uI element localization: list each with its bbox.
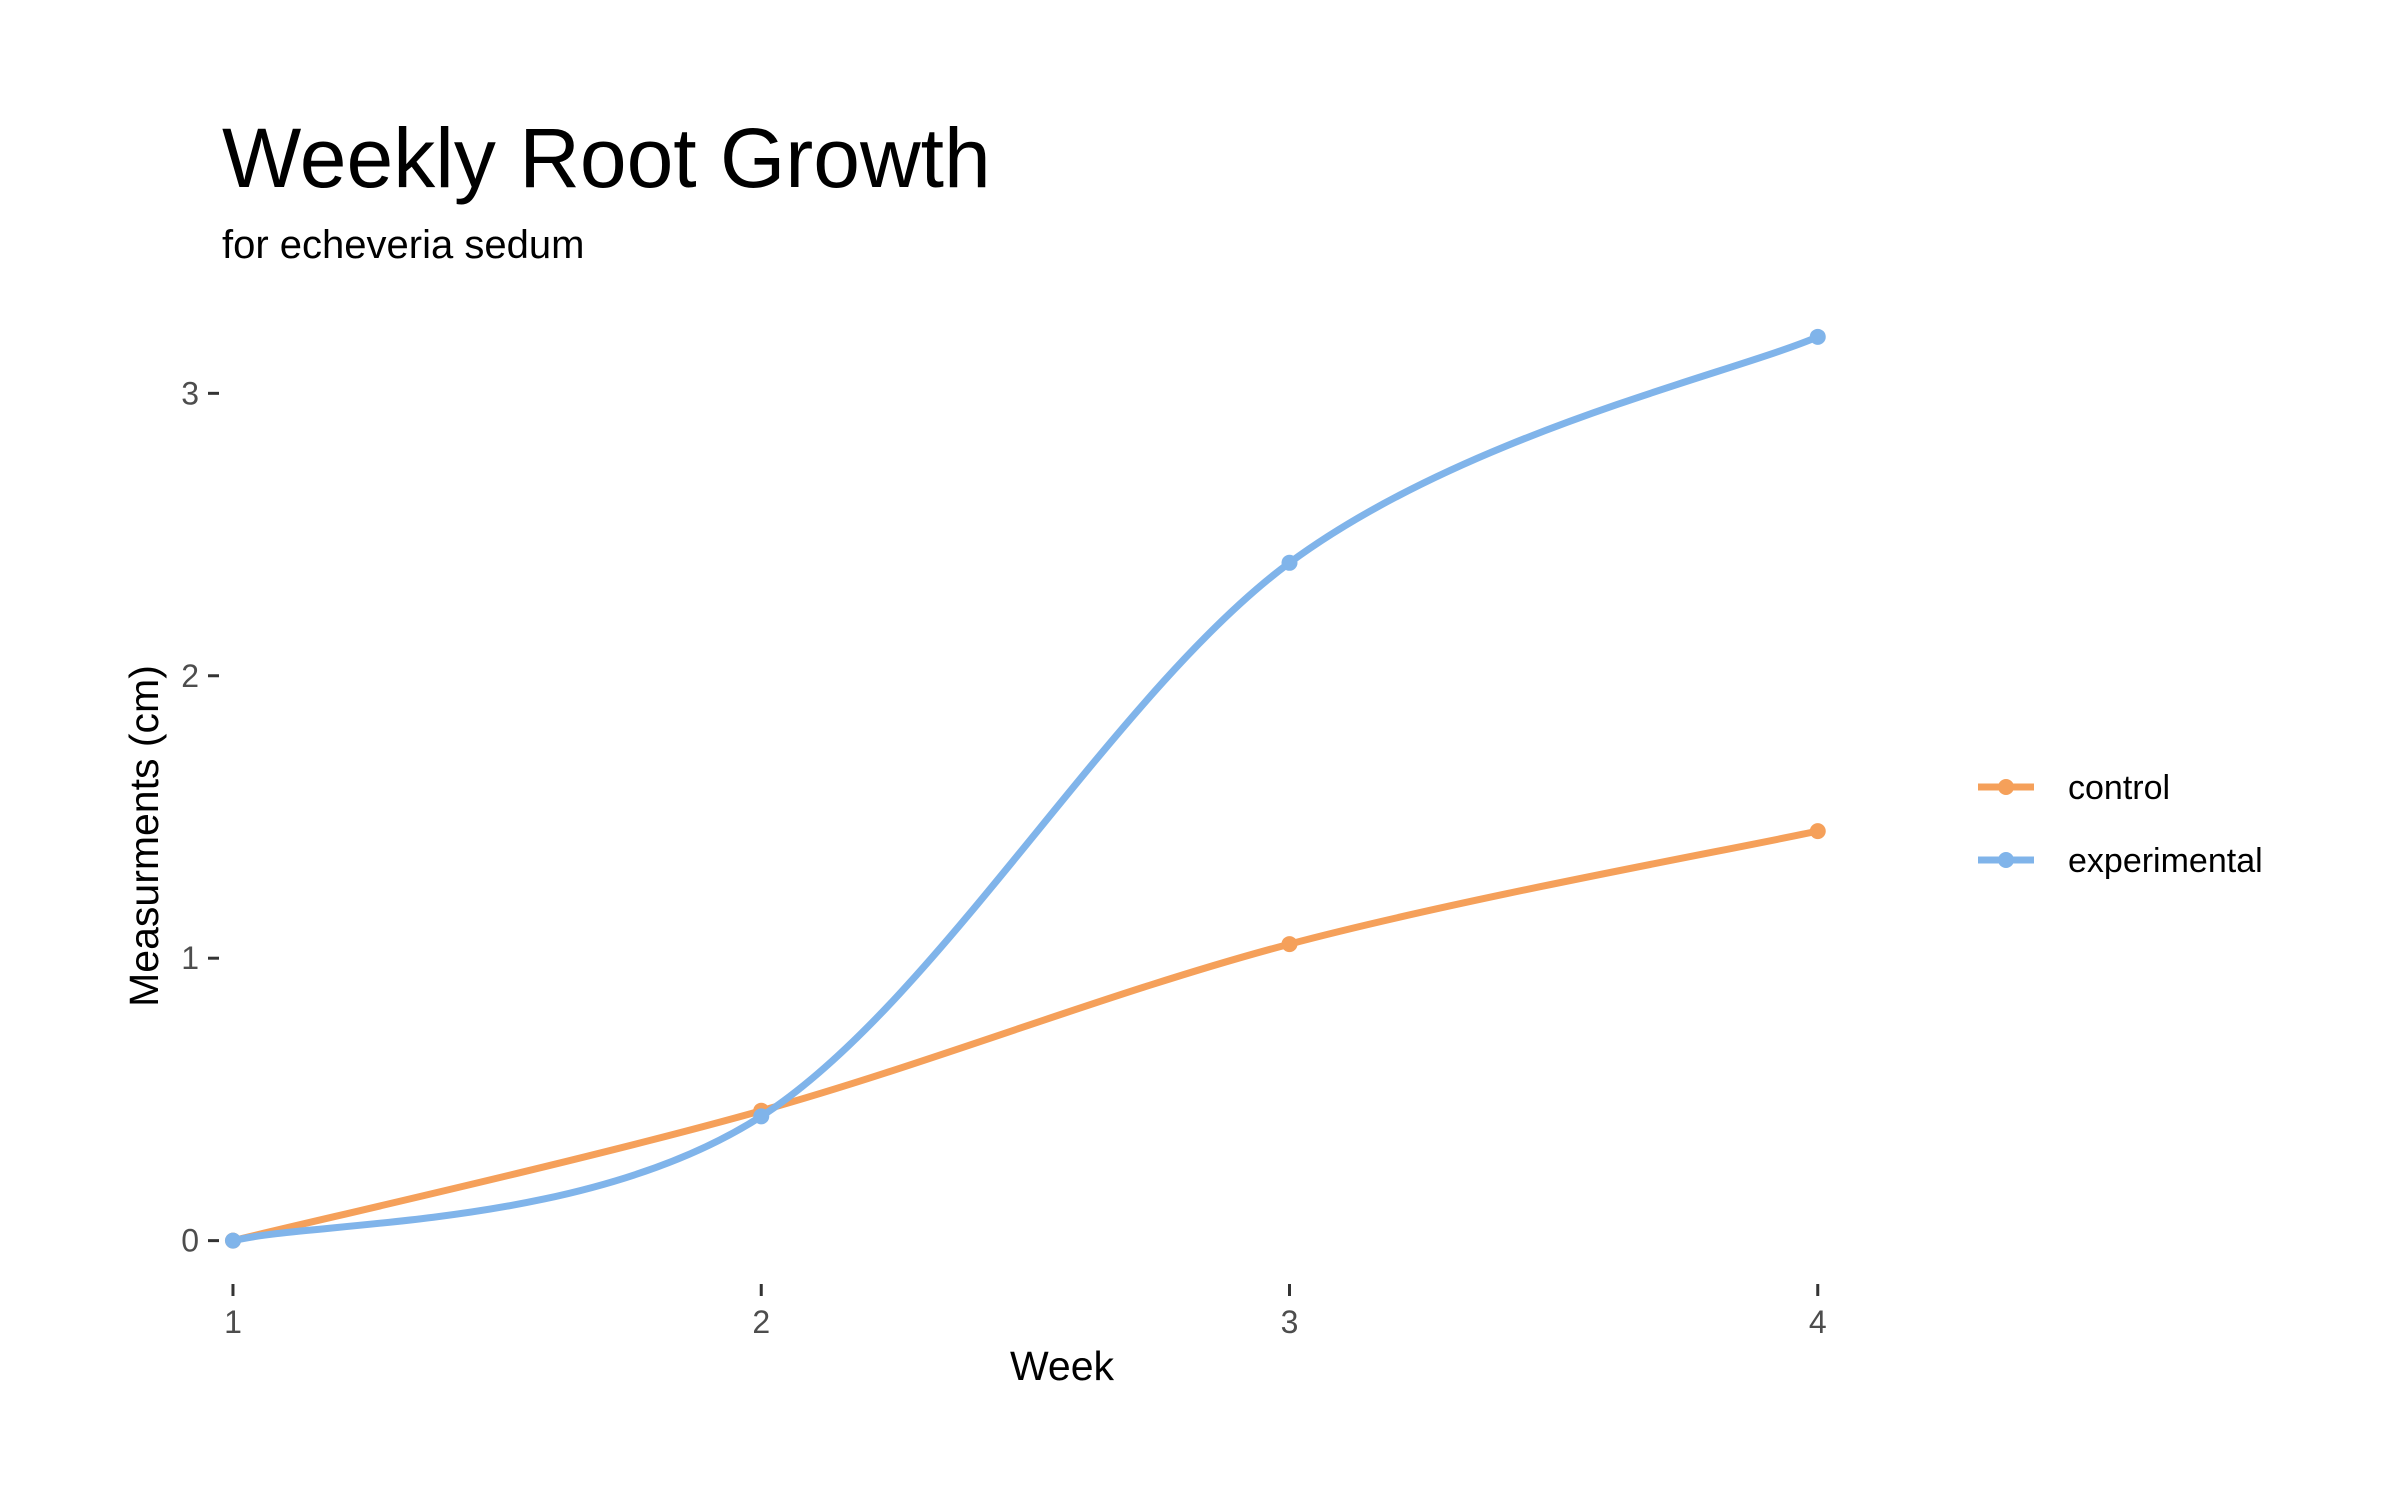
data-point-experimental bbox=[753, 1108, 770, 1125]
legend-item-control: control bbox=[1978, 769, 2170, 807]
x-tick-label: 3 bbox=[1281, 1304, 1299, 1340]
series-layer bbox=[224, 328, 1826, 1249]
y-tick-label: 1 bbox=[181, 940, 199, 976]
series-line-control bbox=[229, 827, 1822, 1245]
data-point-experimental bbox=[1281, 554, 1298, 571]
y-tick-label: 2 bbox=[181, 658, 199, 694]
legend-key-point bbox=[1998, 852, 2014, 868]
x-tick-label: 1 bbox=[224, 1304, 242, 1340]
data-point-experimental bbox=[224, 1232, 241, 1249]
x-tick-label: 4 bbox=[1809, 1304, 1827, 1340]
legend-item-experimental: experimental bbox=[1978, 842, 2263, 880]
chart-title: Weekly Root Growth bbox=[222, 111, 991, 205]
legend-key-point bbox=[1998, 779, 2014, 795]
y-axis-title: Measurments (cm) bbox=[121, 665, 167, 1007]
legend-label: control bbox=[2068, 769, 2170, 807]
legend-label: experimental bbox=[2068, 842, 2263, 880]
x-axis-title: Week bbox=[1010, 1343, 1115, 1389]
data-point-control bbox=[1281, 936, 1298, 953]
legend: control experimental bbox=[1978, 769, 2263, 880]
chart-subtitle: for echeveria sedum bbox=[222, 223, 584, 267]
series-control bbox=[224, 823, 1826, 1249]
x-tick-label: 2 bbox=[752, 1304, 770, 1340]
y-tick-label: 3 bbox=[181, 375, 199, 411]
data-point-experimental bbox=[1809, 328, 1826, 345]
y-axis: 0 1 2 3 bbox=[181, 375, 219, 1259]
y-tick-label: 0 bbox=[181, 1223, 199, 1259]
series-experimental bbox=[224, 328, 1826, 1249]
series-line-experimental bbox=[229, 333, 1822, 1245]
data-point-control bbox=[1809, 823, 1826, 840]
x-axis: 1 2 3 4 bbox=[224, 1284, 1827, 1340]
